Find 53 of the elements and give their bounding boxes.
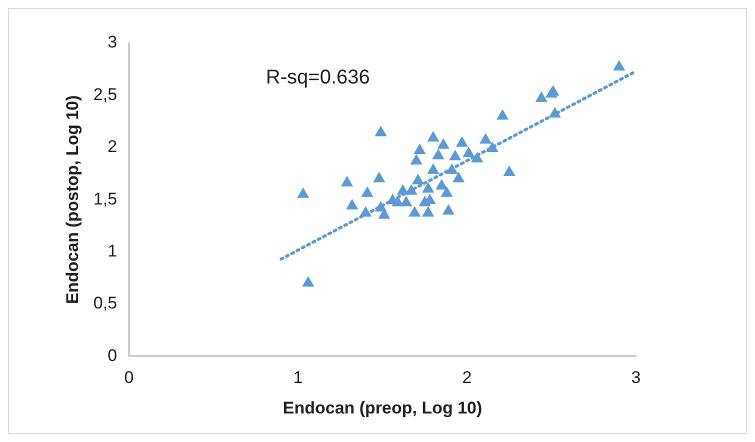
point [456,136,468,147]
y-tick-label: 2,5 [93,84,118,104]
point [428,132,439,142]
point [496,110,508,120]
y-tick-label: 3 [108,32,118,52]
point [406,184,417,195]
point [441,186,452,197]
x-tick-label: 0 [124,368,134,388]
point [341,176,353,186]
point [428,164,439,174]
point [375,126,387,136]
point [412,174,424,184]
y-tick-label: 2 [108,137,118,156]
point [400,196,412,206]
point [422,206,434,217]
annotation: R-sq=0.636 [266,66,370,89]
y-tick-label: 1,5 [93,189,118,208]
point [360,206,372,217]
x-tick-label: 3 [631,368,641,388]
point [449,150,461,160]
point [436,180,448,190]
point [471,152,483,162]
y-tick-label: 0 [108,346,118,365]
point [375,201,387,212]
x-tick-label: 2 [462,368,472,388]
point [438,138,450,149]
point [373,172,385,182]
point [549,107,561,118]
point [392,196,404,206]
point [452,172,464,182]
point [410,154,422,164]
point [613,60,625,71]
point [504,166,515,176]
point [422,182,434,193]
point [446,164,458,174]
x-tick-label: 1 [293,368,303,388]
point [346,199,358,210]
y-tick-label: 1 [108,241,118,260]
y-tick-label: 0,5 [93,294,118,313]
point [362,186,374,197]
y-axis-title: Endocan (postop, Log 10) [62,95,82,304]
x-axis-title: Endocan (preop, Log 10) [282,398,482,418]
point [408,206,420,217]
point [463,147,474,158]
point [397,184,408,195]
point [297,188,309,198]
point [414,144,426,154]
point [486,142,498,152]
point [480,134,492,144]
point [432,149,444,160]
point [536,92,548,102]
point [442,204,454,215]
point [302,276,314,287]
